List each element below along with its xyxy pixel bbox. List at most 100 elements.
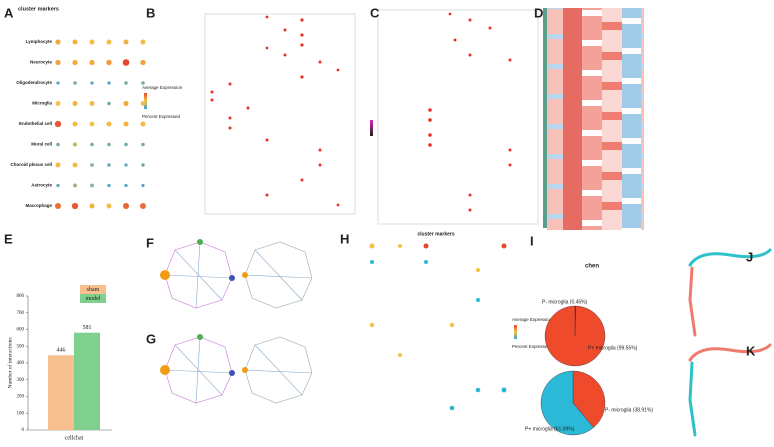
dot: [56, 183, 60, 188]
dot: [124, 81, 128, 85]
dot: [73, 81, 77, 85]
dot: [73, 183, 77, 188]
bar: [48, 355, 74, 430]
dot: [123, 100, 129, 107]
panel-label: B: [146, 5, 155, 20]
row-label: Endothelial cell: [19, 121, 52, 126]
dot: [122, 59, 130, 66]
panel-label: D: [534, 5, 543, 20]
legend-title: Average Expression: [142, 85, 183, 90]
y-tick-label: 800: [17, 294, 25, 299]
panel-label: K: [746, 343, 756, 358]
dot: [141, 163, 145, 167]
y-tick-label: 300: [17, 378, 25, 383]
heatmap-label: chen: [585, 264, 599, 270]
dot: [55, 162, 61, 168]
value-label: 581: [83, 325, 92, 331]
slice-label: P- microglia (0.45%): [542, 299, 588, 305]
y-tick-label: 100: [17, 411, 25, 416]
legend-colorbar: [370, 120, 373, 136]
dot: [123, 39, 129, 45]
panel-label: H: [340, 231, 349, 246]
dot: [124, 183, 128, 188]
dot: [72, 121, 78, 127]
row-label: Oligodendrocyte: [16, 80, 52, 85]
dot: [89, 101, 95, 106]
dot: [140, 121, 146, 127]
pie-slice: [540, 370, 594, 436]
row-label: Neurocyte: [30, 60, 53, 65]
dot: [55, 59, 61, 66]
legend-swatch: [80, 285, 106, 294]
dot: [107, 142, 111, 147]
legend-title: Percent Expressed: [512, 344, 551, 349]
dot: [140, 39, 146, 45]
dot: [107, 163, 111, 167]
row-label: Mural cell: [31, 142, 52, 147]
pie-slice: [544, 305, 606, 367]
panel-label: F: [146, 235, 154, 250]
dot: [107, 81, 111, 85]
dot: [122, 202, 130, 210]
dot: [90, 81, 94, 85]
legend-colorbar: [514, 325, 517, 339]
dot: [90, 163, 94, 167]
dot: [72, 100, 78, 107]
dot: [89, 203, 95, 209]
dot: [54, 120, 62, 128]
panel-label: A: [4, 5, 14, 20]
panel-b-plot: [204, 13, 356, 215]
legend-title: Average Expression: [512, 317, 553, 322]
dot: [141, 81, 145, 85]
dot: [106, 39, 112, 45]
dot: [72, 59, 78, 66]
dot: [55, 101, 61, 106]
dot: [55, 203, 61, 209]
dot: [106, 203, 112, 209]
dot: [140, 203, 146, 209]
y-axis-label: Number of interactions: [6, 337, 13, 388]
dot: [72, 142, 78, 147]
dot: [72, 162, 78, 168]
dot: [71, 202, 79, 210]
dot: [89, 39, 95, 45]
row-label: Choroid plexus cell: [10, 162, 52, 167]
y-tick-label: 600: [17, 328, 25, 333]
row-label: Astrocyte: [31, 183, 52, 188]
legend-label: model: [86, 296, 101, 302]
row-label: Macrophage: [25, 203, 52, 208]
legend-title: Percent Expressed: [142, 114, 181, 119]
panel-label: G: [146, 331, 156, 346]
network-nodes: [160, 239, 248, 376]
pie-slice: [572, 370, 606, 428]
dot: [140, 101, 146, 106]
dot: [106, 121, 112, 127]
dot: [140, 59, 146, 66]
dot: [90, 183, 94, 188]
legend-label: sham: [87, 287, 100, 293]
dot: [141, 142, 145, 147]
y-tick-label: 200: [17, 395, 25, 400]
value-label: 446: [57, 348, 66, 354]
panel-label: E: [4, 231, 13, 246]
h-title: cluster markers: [417, 231, 454, 237]
y-tick-label: 700: [17, 311, 25, 316]
y-tick-label: 500: [17, 344, 25, 349]
legend-swatch: [80, 294, 106, 303]
trajectories: [688, 248, 772, 437]
panel-h-plot: [369, 243, 507, 411]
chart-title: cluster markers: [18, 6, 59, 12]
slice-label: P+ microglia (61.09%): [525, 426, 575, 432]
dot: [106, 59, 112, 66]
dot: [141, 183, 145, 188]
slice-label: P+ microglia (99.55%): [588, 345, 638, 351]
dot: [89, 121, 95, 127]
dot: [56, 81, 60, 85]
y-tick-label: 400: [17, 361, 25, 366]
heatmap-annotation: [543, 8, 547, 228]
dot: [124, 142, 128, 147]
dot: [89, 59, 95, 66]
panel-c-plot: [377, 9, 539, 225]
dot: [90, 142, 94, 147]
